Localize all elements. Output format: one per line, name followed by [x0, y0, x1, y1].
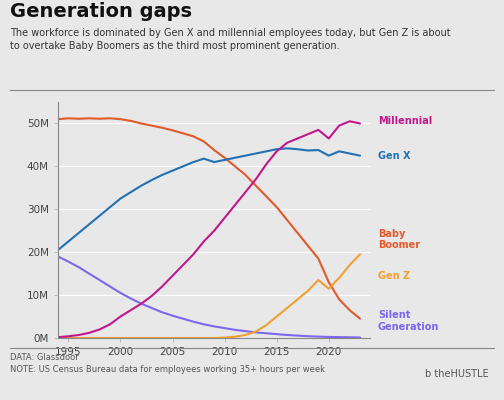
Text: b theHUSTLE: b theHUSTLE [425, 369, 489, 379]
Text: Millennial: Millennial [378, 116, 432, 126]
Text: Gen X: Gen X [378, 151, 410, 161]
Text: Silent
Generation: Silent Generation [378, 310, 439, 332]
Text: Baby
Boomer: Baby Boomer [378, 228, 420, 250]
Text: The workforce is dominated by Gen X and millennial employees today, but Gen Z is: The workforce is dominated by Gen X and … [10, 28, 451, 51]
Text: Generation gaps: Generation gaps [10, 2, 192, 21]
Text: DATA: Glassdoor
NOTE: US Census Bureau data for employees working 35+ hours per : DATA: Glassdoor NOTE: US Census Bureau d… [10, 353, 325, 374]
Text: Gen Z: Gen Z [378, 271, 410, 281]
